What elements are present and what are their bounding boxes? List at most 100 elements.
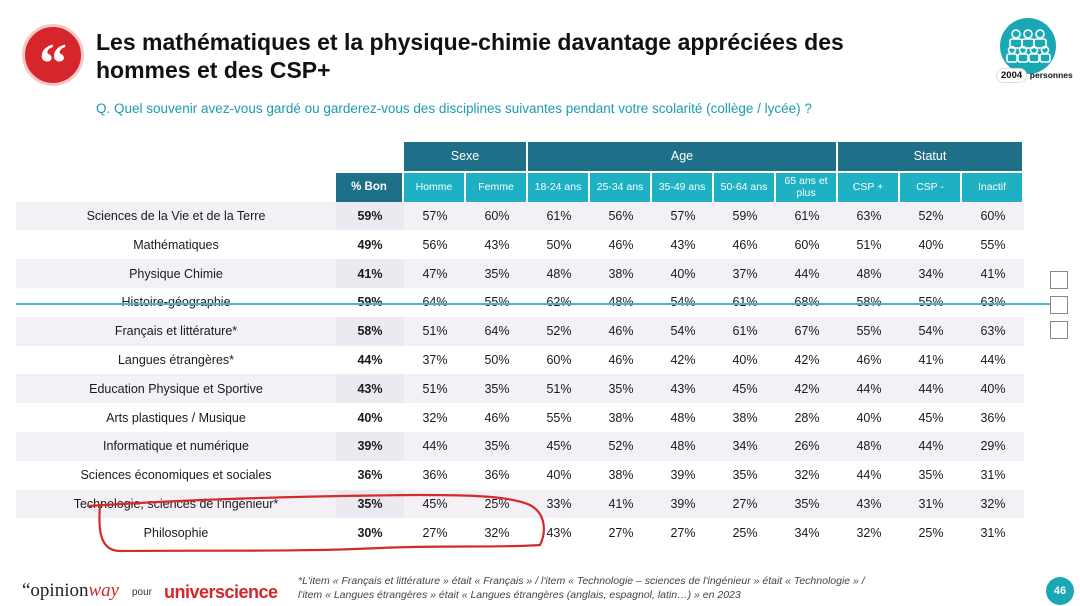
row-value: 64% <box>466 316 528 346</box>
row-label: Arts plastiques / Musique <box>106 410 246 425</box>
row-value: 44% <box>856 468 882 483</box>
row-label: Physique Chimie <box>16 259 336 288</box>
row-value: 48% <box>528 259 590 288</box>
side-checkbox[interactable] <box>1050 321 1068 339</box>
side-checkbox[interactable] <box>1050 271 1068 289</box>
row-value: 40% <box>732 352 758 367</box>
row-pct-bon: 41% <box>336 259 404 288</box>
row-pct-bon: 43% <box>336 374 404 404</box>
row-value: 32% <box>794 468 820 483</box>
row-value: 34% <box>794 525 820 540</box>
row-value: 42% <box>794 352 820 367</box>
col-pct-bon: % Bon <box>336 170 404 202</box>
row-value: 45% <box>404 489 466 519</box>
table-row: Informatique et numérique 39% 44% 35% 45% 52%… <box>16 431 1024 461</box>
row-value: 52% <box>900 201 962 231</box>
row-label: Education Physique et Sportive <box>16 374 336 404</box>
row-value: 46% <box>608 237 634 252</box>
row-label: Sciences économiques et sociales <box>80 468 272 483</box>
row-value: 56% <box>590 201 652 231</box>
row-value: 61% <box>714 288 776 317</box>
sample-size-badge: 2004 personnes <box>996 18 1073 90</box>
row-value: 44% <box>900 374 962 404</box>
pour-label: pour <box>132 587 153 598</box>
row-value: 47% <box>404 259 466 288</box>
row-value: 42% <box>670 352 696 367</box>
row-value: 51% <box>404 316 466 346</box>
row-value: 52% <box>590 431 652 461</box>
row-value: 48% <box>652 431 714 461</box>
row-value: 38% <box>732 410 758 425</box>
row-value: 33% <box>528 489 590 519</box>
table-row: Histoire-géographie59%64%55%62%48%54%61%… <box>16 287 1024 317</box>
row-value: 44% <box>838 374 900 404</box>
row-value: 35% <box>466 259 528 288</box>
row-value: 35% <box>466 431 528 461</box>
row-value: 61% <box>528 201 590 231</box>
row-value: 36% <box>484 468 510 483</box>
row-value: 48% <box>838 431 900 461</box>
row-value: 35% <box>776 489 838 519</box>
row-value: 38% <box>590 259 652 288</box>
row-value: 41% <box>962 259 1024 288</box>
row-value: 27% <box>608 525 634 540</box>
row-value: 46% <box>608 352 634 367</box>
row-pct-bon: 40% <box>336 403 404 432</box>
row-value: 55% <box>466 288 528 317</box>
col-csp-plus: CSP + <box>838 170 900 202</box>
row-value: 31% <box>980 468 1006 483</box>
row-value: 63% <box>838 201 900 231</box>
row-value: 35% <box>918 468 944 483</box>
row-value: 46% <box>856 352 882 367</box>
row-value: 27% <box>670 525 696 540</box>
row-value: 32% <box>484 525 510 540</box>
row-value: 45% <box>918 410 944 425</box>
sample-count: 2004 personnes <box>996 68 1073 83</box>
row-value: 27% <box>422 525 448 540</box>
table-row: Technologie, sciences de l'ingénieur* 35%… <box>16 489 1024 519</box>
row-value: 43% <box>838 489 900 519</box>
row-value: 42% <box>776 374 838 404</box>
row-value: 45% <box>714 374 776 404</box>
row-value: 45% <box>528 431 590 461</box>
row-value: 61% <box>776 201 838 231</box>
row-value: 62% <box>528 288 590 317</box>
row-value: 68% <box>776 288 838 317</box>
table-row: Physique Chimie 41% 47% 35% 48% 38% 40% 37% 44% 4… <box>16 259 1024 288</box>
row-value: 36% <box>422 468 448 483</box>
row-value: 44% <box>900 431 962 461</box>
row-value: 48% <box>670 410 696 425</box>
row-value: 36% <box>980 410 1006 425</box>
row-value: 60% <box>794 237 820 252</box>
survey-question: Q. Quel souvenir avez-vous gardé ou gard… <box>96 101 812 116</box>
row-pct-bon: 58% <box>336 316 404 346</box>
row-value: 38% <box>608 410 634 425</box>
row-value: 29% <box>962 431 1024 461</box>
row-value: 61% <box>714 316 776 346</box>
row-value: 35% <box>732 468 758 483</box>
col-femme: Femme <box>466 170 528 202</box>
row-value: 40% <box>652 259 714 288</box>
row-value: 52% <box>528 316 590 346</box>
row-value: 55% <box>900 288 962 317</box>
row-value: 64% <box>404 288 466 317</box>
side-checkbox[interactable] <box>1050 296 1068 314</box>
row-value: 51% <box>856 237 882 252</box>
row-value: 35% <box>466 374 528 404</box>
row-value: 40% <box>856 410 882 425</box>
row-label: Histoire-géographie <box>16 288 336 317</box>
row-value: 54% <box>652 288 714 317</box>
col-65-plus: 65 ans et plus <box>776 170 838 202</box>
row-value: 63% <box>962 288 1024 317</box>
row-value: 43% <box>546 525 572 540</box>
survey-table: Sexe Age Statut % Bon Homme Femme 18-24 … <box>16 142 1024 548</box>
table-row: Langues étrangères* 44% 37% 50% 60% 46% 42% 40%… <box>16 345 1024 375</box>
row-value: 37% <box>422 352 448 367</box>
col-18-24: 18-24 ans <box>528 170 590 202</box>
row-value: 41% <box>590 489 652 519</box>
col-25-34: 25-34 ans <box>590 170 652 202</box>
row-value: 39% <box>652 489 714 519</box>
table-row: Mathématiques 49% 56% 43% 50% 46% 43% 46% 60% 51%… <box>16 230 1024 260</box>
row-value: 31% <box>900 489 962 519</box>
row-value: 44% <box>980 352 1006 367</box>
